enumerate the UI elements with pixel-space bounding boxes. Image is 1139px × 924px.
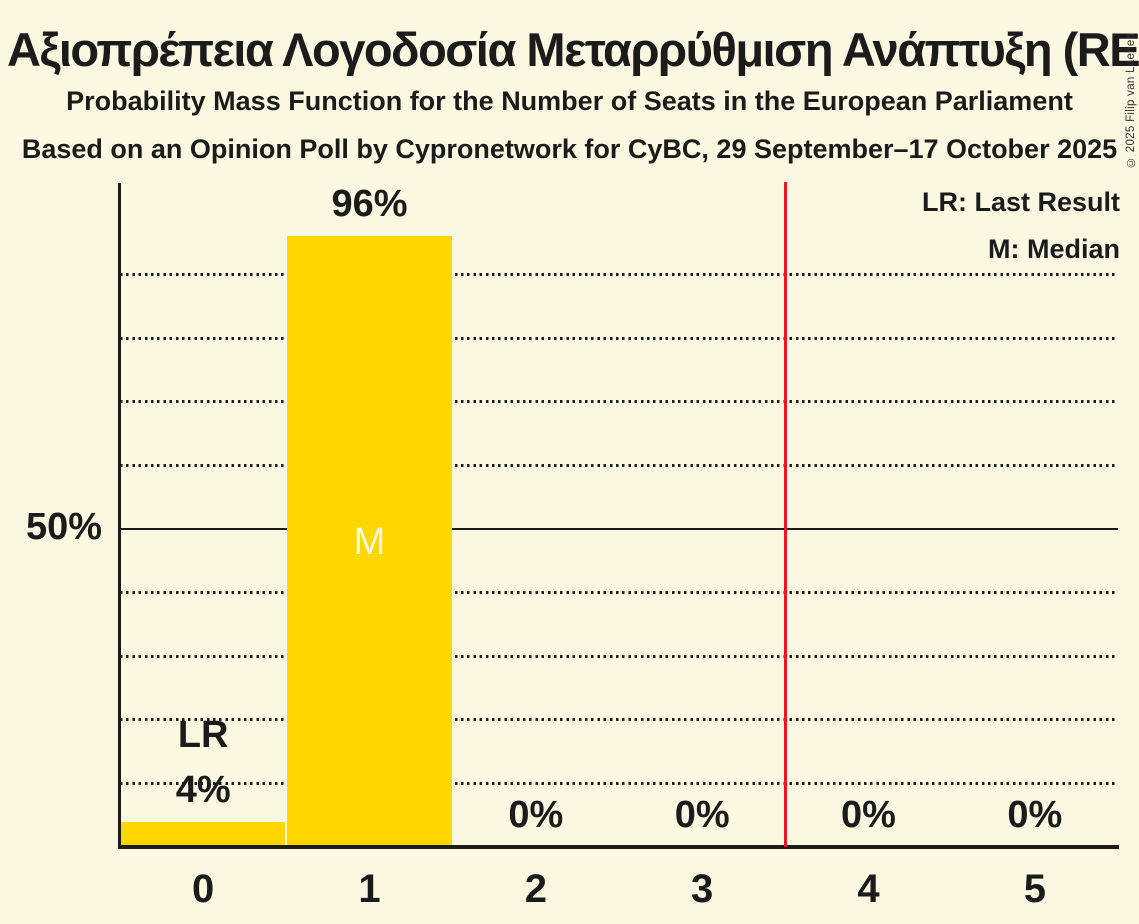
last-result-marker: LR (177, 713, 229, 756)
y-axis-line (118, 183, 121, 848)
gridline-20pct (120, 718, 1118, 722)
bar-value-label-0: 4% (175, 768, 231, 811)
bar-value-label-1: 96% (331, 183, 408, 226)
chart-title: Αξιοπρέπεια Λογοδοσία Μεταρρύθμιση Ανάπτ… (7, 23, 1139, 76)
x-tick-label-3: 3 (691, 867, 714, 911)
bar-value-label-3: 0% (674, 794, 730, 836)
gridline-10pct (120, 782, 1118, 785)
x-tick-label-0: 0 (192, 867, 215, 911)
legend-last-result: LR: Last Result (921, 187, 1120, 217)
x-tick-label-2: 2 (524, 867, 547, 911)
x-tick-label-5: 5 (1023, 867, 1046, 911)
x-tick-label-4: 4 (857, 867, 880, 911)
gridline-40pct (120, 591, 1118, 594)
chart-subtitle: Probability Mass Function for the Number… (66, 86, 1073, 116)
poll-details: Based on an Opinion Poll by Cypronetwork… (21, 134, 1118, 164)
bar-seats-0 (121, 821, 286, 847)
x-tick-label-1: 1 (358, 867, 381, 911)
gridline-50pct-solid (120, 527, 1118, 531)
bar-value-label-5: 0% (1007, 794, 1063, 836)
bar-value-label-2: 0% (508, 794, 564, 836)
copyright-notice: © 2025 Filip van Laenen (1125, 32, 1137, 168)
y-axis-50-label: 50% (25, 506, 102, 548)
gridline-70pct (120, 400, 1118, 404)
last-result-red-line (783, 182, 787, 847)
x-axis-line (118, 845, 1119, 849)
gridline-30pct (120, 654, 1118, 658)
legend-median: M: Median (988, 234, 1120, 264)
bar-value-label-4: 0% (841, 794, 896, 836)
gridline-90pct (120, 273, 1118, 276)
gridline-80pct (120, 336, 1118, 340)
bar-seats-1 (287, 236, 452, 847)
gridline-60pct (120, 464, 1118, 467)
median-marker: M (353, 520, 386, 563)
